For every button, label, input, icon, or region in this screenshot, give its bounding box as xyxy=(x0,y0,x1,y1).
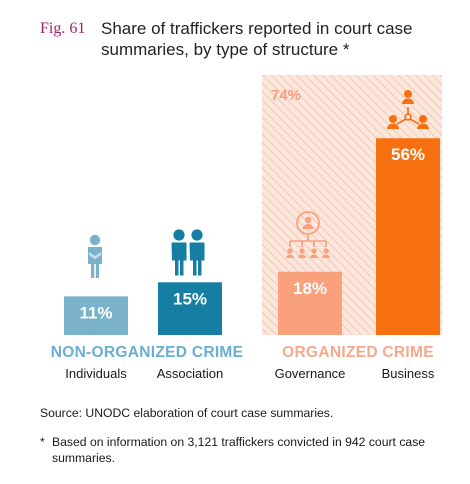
footnote-mark: * xyxy=(40,435,45,449)
organized-crime-total-label: 74% xyxy=(271,87,301,104)
two-persons-icon xyxy=(171,229,205,276)
value-label-business: 56% xyxy=(391,145,425,164)
value-label-governance: 18% xyxy=(293,279,327,298)
group-label-non-organized: NON-ORGANIZED CRIME xyxy=(51,344,244,361)
bar-association xyxy=(158,282,222,335)
source-note: Source: UNODC elaboration of court case … xyxy=(40,406,334,420)
category-label-business: Business xyxy=(382,366,435,381)
hierarchy-icon xyxy=(286,211,330,258)
category-label-governance: Governance xyxy=(275,366,346,381)
chart: 74% 11% 15% 18% 56% xyxy=(51,75,442,381)
bar-individuals xyxy=(64,296,128,335)
bar-business xyxy=(376,138,440,335)
footnote: * Based on information on 3,121 traffick… xyxy=(40,434,460,466)
network-icon xyxy=(387,90,429,129)
value-label-individuals: 11% xyxy=(79,303,112,322)
chart-title: Share of traffickers reported in court c… xyxy=(101,19,413,59)
category-label-individuals: Individuals xyxy=(65,366,127,381)
bar-governance xyxy=(278,271,342,335)
category-label-association: Association xyxy=(157,366,223,381)
group-label-organized: ORGANIZED CRIME xyxy=(282,344,434,361)
figure-label: Fig. 61 xyxy=(40,20,86,37)
person-icon xyxy=(88,234,102,278)
footnote-text: Based on information on 3,121 trafficker… xyxy=(52,435,426,465)
value-label-association: 15% xyxy=(173,289,207,308)
